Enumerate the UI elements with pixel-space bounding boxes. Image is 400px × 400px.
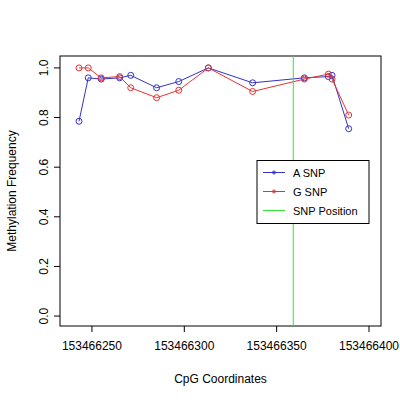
x-tick-label: 153466250 [62,339,122,353]
y-tick-label: 0.4 [37,208,51,225]
point [98,75,104,81]
legend-label: G SNP [293,186,327,198]
point [346,112,352,118]
x-tick-label: 153466300 [154,339,214,353]
point [301,76,307,82]
y-tick [54,67,60,68]
point [117,74,123,80]
legend-box [257,161,369,224]
x-tick [91,326,92,332]
point [76,65,82,71]
y-tick [54,167,60,168]
point [329,76,335,82]
x-axis-label: CpG Coordinates [174,372,267,386]
x-tick-label: 153466350 [247,339,307,353]
y-tick-label: 0.6 [37,159,51,176]
point [346,126,352,132]
y-tick-label: 0.2 [37,258,51,275]
legend-marker [273,171,276,174]
point [85,75,91,81]
y-tick-label: 0.0 [37,307,51,324]
y-tick [54,216,60,217]
point [154,95,160,101]
series-line [79,68,349,129]
legend-swatch [263,210,285,211]
chart: 153466250 153466300 153466350 153466400 0.0 0… [0,0,400,400]
point [76,118,82,124]
x-tick-label: 153466400 [339,339,399,353]
x-tick [276,326,277,332]
plot-frame [60,56,381,326]
point [128,85,134,91]
series-line [79,68,349,115]
point [205,65,211,71]
point [176,87,182,93]
y-axis-label: Methylation Frequency [5,130,19,251]
x-tick [368,326,369,332]
legend-swatch [263,191,285,192]
legend-label: SNP Position [293,205,358,217]
legend-swatch [263,172,285,173]
point [85,65,91,71]
point [250,88,256,94]
legend-label: A SNP [293,167,325,179]
y-tick [54,117,60,118]
point [250,80,256,86]
plot-area [76,56,352,326]
y-tick-label: 0.8 [37,109,51,126]
y-tick [54,266,60,267]
point [176,79,182,85]
x-tick [184,326,185,332]
legend-marker [273,190,276,193]
point [154,85,160,91]
y-tick-label: 1.0 [37,59,51,76]
y-tick [54,316,60,317]
point [128,72,134,78]
